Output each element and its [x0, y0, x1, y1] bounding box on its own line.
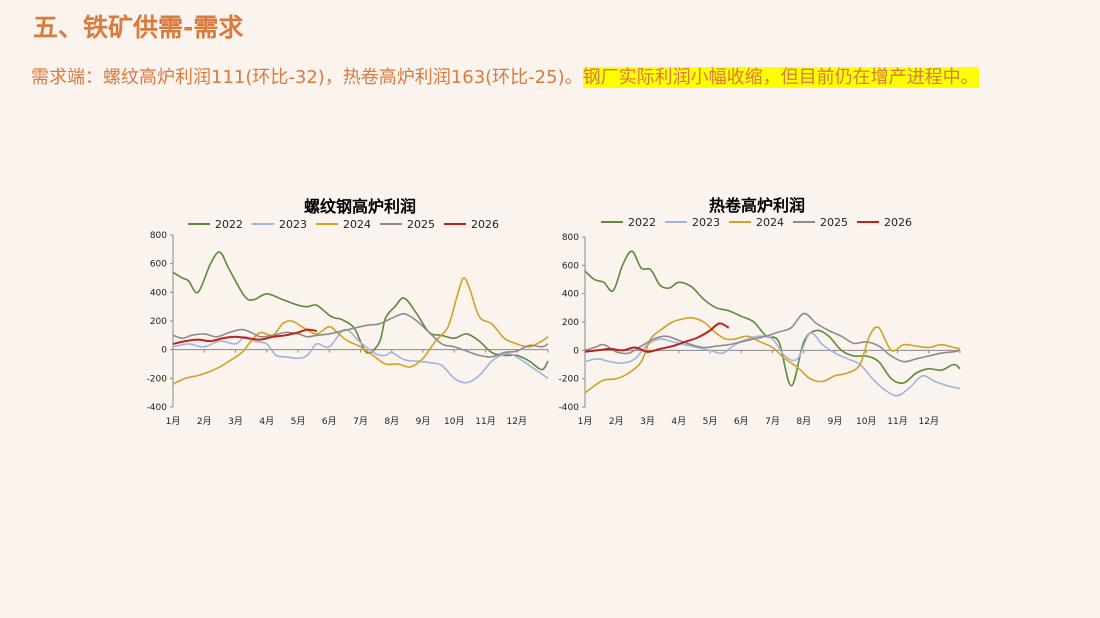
y-tick-label: 600: [562, 261, 579, 271]
series-line-2024: [172, 277, 549, 385]
y-tick-label: 0: [573, 346, 579, 356]
x-tick-label: 6月: [734, 416, 749, 427]
y-tick-label: -200: [559, 375, 580, 385]
x-tick-label: 11月: [887, 416, 907, 427]
x-tick-label: 2月: [609, 416, 624, 427]
x-tick-label: 2月: [197, 416, 212, 427]
legend-item-2025: 2025: [793, 216, 848, 229]
series-line-2024: [584, 316, 961, 394]
series-line-2025: [584, 312, 961, 363]
series-line-2026: [172, 328, 317, 345]
legend-label: 2026: [471, 218, 499, 231]
y-tick-label: 200: [562, 318, 579, 328]
page-title: 五、铁矿供需-需求: [33, 13, 244, 42]
series-line-2026: [584, 322, 730, 353]
legend-item-2023: 2023: [665, 216, 720, 229]
series-line-2023: [584, 332, 961, 397]
legend-item-2024: 2024: [316, 218, 371, 231]
legend-label: 2023: [692, 216, 720, 229]
x-tick-label: 9月: [416, 416, 431, 427]
legend-item-2025: 2025: [380, 218, 435, 231]
x-tick-label: 9月: [828, 416, 843, 427]
y-tick-label: 200: [150, 317, 167, 327]
y-tick-label: -400: [147, 403, 168, 413]
x-tick-label: 4月: [671, 416, 686, 427]
x-tick-label: 10月: [444, 416, 464, 427]
y-tick-label: -400: [559, 403, 580, 413]
x-tick-label: 3月: [640, 416, 655, 427]
legend-label: 2022: [215, 218, 243, 231]
x-tick-label: 5月: [703, 416, 718, 427]
legend-item-2022: 2022: [601, 216, 656, 229]
chart-title: 热卷高炉利润: [709, 196, 805, 215]
x-tick-label: 12月: [919, 416, 939, 427]
x-tick-label: 4月: [259, 416, 274, 427]
series-line-2022: [584, 250, 961, 387]
series-line-2025: [172, 312, 549, 358]
x-tick-label: 5月: [291, 416, 306, 427]
legend-label: 2022: [628, 216, 656, 229]
chart-title: 螺纹钢高炉利润: [304, 197, 416, 216]
legend-label: 2024: [756, 216, 784, 229]
series-line-2023: [172, 328, 549, 384]
chart-0: 螺纹钢高炉利润 2022 2023 2024 2025 2026 -400 -200 0 200 4…: [147, 197, 549, 427]
description-highlight: 钢厂实际利润小幅收缩，但目前仍在增产进程中。: [582, 67, 979, 88]
legend-item-2026: 2026: [857, 216, 912, 229]
x-tick-label: 1月: [578, 416, 593, 427]
x-tick-label: 6月: [322, 416, 337, 427]
y-tick-label: 800: [150, 231, 167, 241]
x-tick-label: 12月: [507, 416, 527, 427]
y-tick-label: -200: [147, 374, 168, 384]
legend-label: 2026: [884, 216, 912, 229]
y-tick-label: 400: [150, 288, 167, 298]
legend-label: 2023: [279, 218, 307, 231]
x-tick-label: 3月: [228, 416, 243, 427]
y-tick-label: 400: [562, 290, 579, 300]
x-tick-label: 10月: [856, 416, 876, 427]
x-tick-label: 8月: [796, 416, 811, 427]
description-text: 需求端：螺纹高炉利润111(环比-32)，热卷高炉利润163(环比-25)。: [31, 67, 583, 88]
legend-label: 2024: [343, 218, 371, 231]
chart-1: 热卷高炉利润 2022 2023 2024 2025 2026 -400 -200 0 200 40…: [559, 196, 961, 427]
legend-item-2023: 2023: [252, 218, 307, 231]
x-tick-label: 1月: [166, 416, 181, 427]
description: 需求端：螺纹高炉利润111(环比-32)，热卷高炉利润163(环比-25)。钢厂…: [31, 64, 1071, 92]
x-tick-label: 7月: [353, 416, 368, 427]
legend-label: 2025: [407, 218, 435, 231]
x-tick-label: 8月: [384, 416, 399, 427]
y-tick-label: 800: [562, 233, 579, 243]
legend-label: 2025: [820, 216, 848, 229]
x-tick-label: 7月: [765, 416, 780, 427]
y-tick-label: 600: [150, 260, 167, 270]
x-tick-label: 11月: [475, 416, 495, 427]
legend-item-2026: 2026: [444, 218, 499, 231]
y-tick-label: 0: [161, 346, 167, 356]
legend-item-2024: 2024: [729, 216, 784, 229]
legend-item-2022: 2022: [188, 218, 243, 231]
